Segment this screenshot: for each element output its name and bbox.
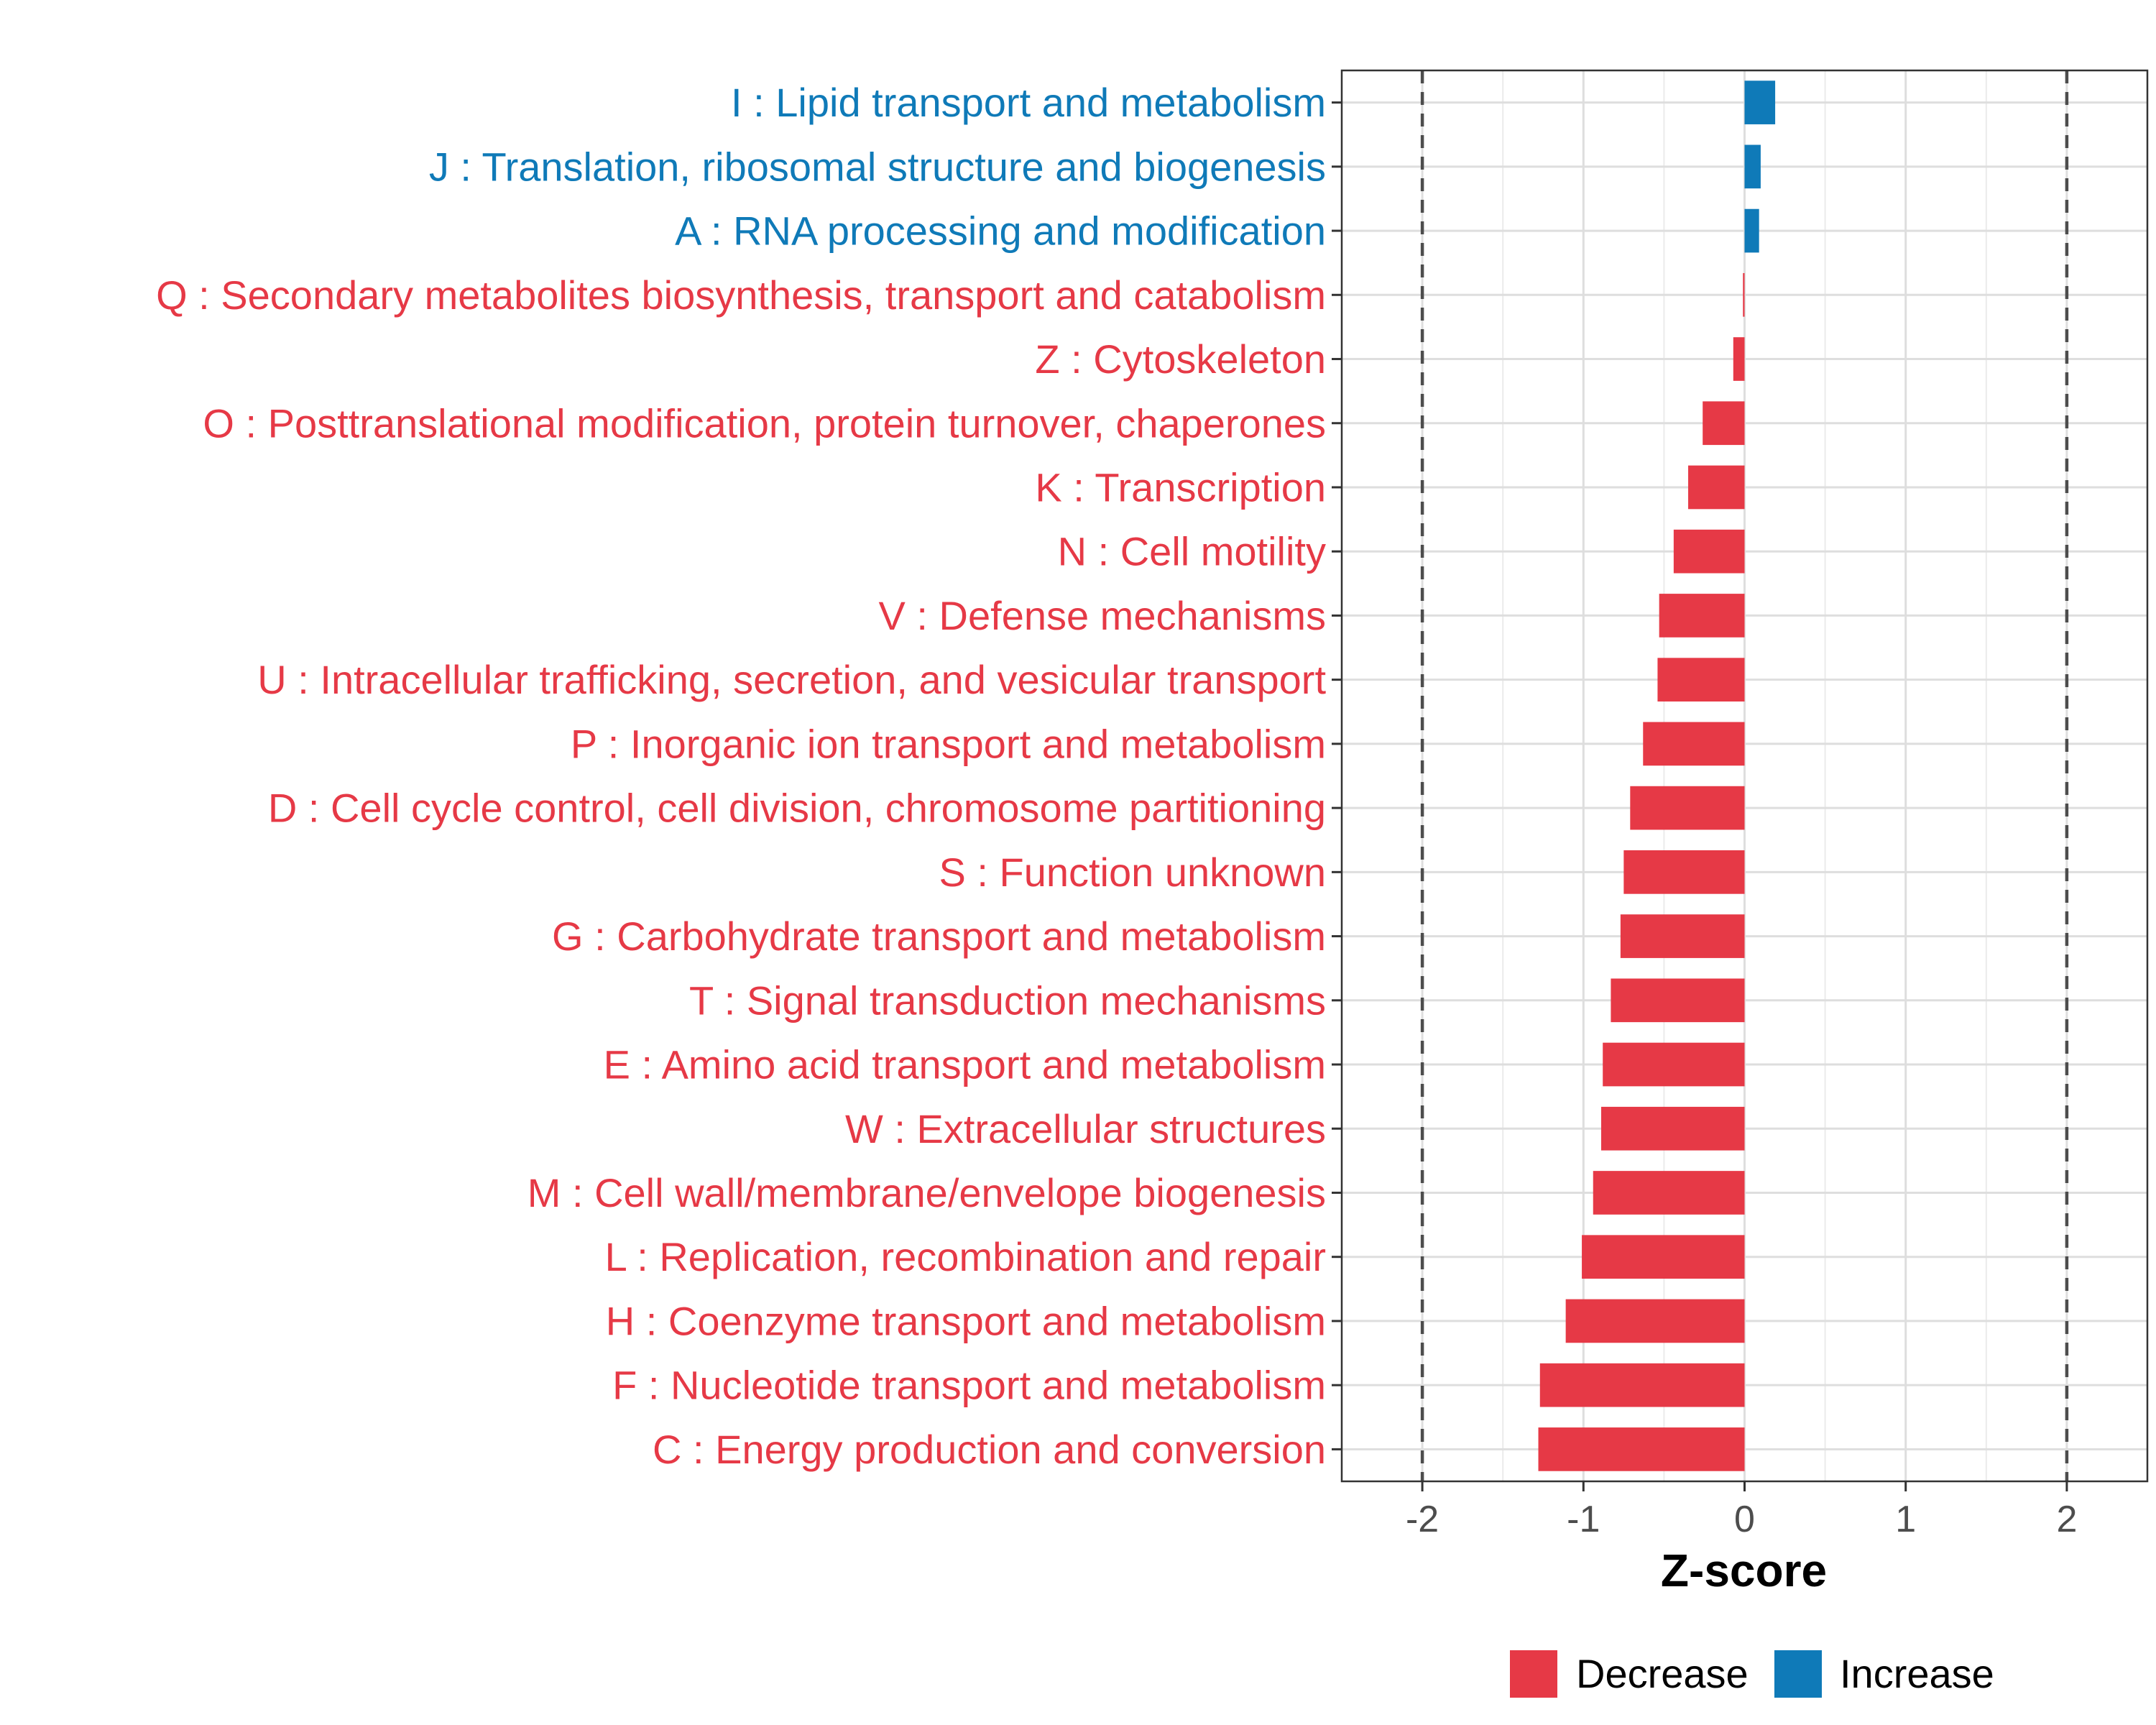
category-label: E : Amino acid transport and metabolism xyxy=(604,1042,1326,1087)
category-label: W : Extracellular structures xyxy=(845,1106,1326,1151)
bar xyxy=(1659,594,1745,638)
category-label: C : Energy production and conversion xyxy=(653,1427,1326,1472)
reference-lines xyxy=(1420,70,2069,1481)
bar xyxy=(1673,529,1745,574)
bar xyxy=(1603,1042,1745,1087)
category-label: S : Function unknown xyxy=(939,850,1326,895)
x-tick-label: 1 xyxy=(1895,1499,1916,1540)
category-label: G : Carbohydrate transport and metabolis… xyxy=(552,914,1326,959)
category-label: V : Defense mechanisms xyxy=(879,593,1326,638)
category-labels: I : Lipid transport and metabolism J : Tr… xyxy=(156,80,1342,1472)
category-label: T : Signal transduction mechanisms xyxy=(689,978,1326,1023)
bar xyxy=(1743,272,1745,317)
x-axis-title: Z-score xyxy=(1661,1545,1827,1596)
bar xyxy=(1623,850,1745,894)
category-label: F : Nucleotide transport and metabolism xyxy=(612,1363,1326,1408)
bar xyxy=(1620,914,1745,958)
bar xyxy=(1611,978,1745,1023)
bar xyxy=(1565,1299,1745,1343)
category-label: Z : Cytoskeleton xyxy=(1035,336,1326,382)
bar xyxy=(1744,208,1759,253)
category-label: D : Cell cycle control, cell division, c… xyxy=(268,786,1326,831)
category-label: H : Coenzyme transport and metabolism xyxy=(606,1298,1326,1343)
category-label: J : Translation, ribosomal structure and… xyxy=(429,144,1326,189)
bar xyxy=(1538,1427,1745,1471)
legend-label-decrease: Decrease xyxy=(1576,1651,1749,1696)
bar xyxy=(1600,1106,1745,1151)
bar xyxy=(1630,786,1745,830)
bar xyxy=(1582,1235,1745,1279)
bars-layer xyxy=(1538,80,1776,1471)
bar xyxy=(1703,401,1745,446)
category-label: L : Replication, recombination and repai… xyxy=(605,1234,1326,1279)
category-label: A : RNA processing and modification xyxy=(675,208,1326,254)
x-tick-label: -2 xyxy=(1406,1499,1439,1540)
bar xyxy=(1539,1363,1745,1407)
bar xyxy=(1643,722,1745,766)
category-label: M : Cell wall/membrane/envelope biogenes… xyxy=(528,1170,1326,1215)
legend-label-increase: Increase xyxy=(1840,1651,1994,1696)
category-label: P : Inorganic ion transport and metaboli… xyxy=(571,721,1326,766)
legend: Decrease Increase xyxy=(1510,1650,1994,1698)
x-tick-label: -1 xyxy=(1567,1499,1600,1540)
category-label: K : Transcription xyxy=(1035,464,1326,510)
bar xyxy=(1733,337,1745,381)
category-label: I : Lipid transport and metabolism xyxy=(731,80,1326,125)
x-axis-ticks: -2 -1 0 1 2 xyxy=(1406,1481,2077,1540)
category-label: Q : Secondary metabolites biosynthesis, … xyxy=(156,272,1326,318)
bar xyxy=(1593,1171,1745,1215)
bar xyxy=(1744,80,1776,124)
legend-swatch-decrease xyxy=(1510,1650,1557,1698)
category-label: N : Cell motility xyxy=(1058,529,1326,574)
legend-swatch-increase xyxy=(1774,1650,1822,1698)
bar xyxy=(1657,658,1745,702)
bar xyxy=(1688,465,1745,510)
x-tick-label: 2 xyxy=(2056,1499,2077,1540)
category-label: O : Posttranslational modification, prot… xyxy=(203,400,1326,446)
x-tick-label: 0 xyxy=(1734,1499,1755,1540)
bar xyxy=(1744,144,1761,189)
category-label: U : Intracellular trafficking, secretion… xyxy=(257,657,1326,702)
